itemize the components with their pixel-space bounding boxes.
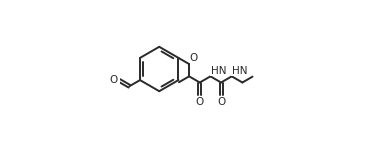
Text: O: O [109,75,117,85]
Text: O: O [190,52,198,63]
Text: O: O [217,97,225,107]
Text: O: O [196,97,204,107]
Text: HN: HN [232,66,247,76]
Text: HN: HN [211,66,226,76]
